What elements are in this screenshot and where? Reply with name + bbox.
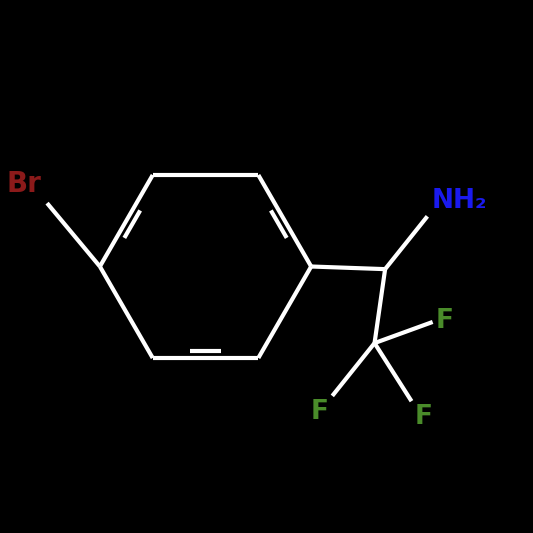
Text: F: F xyxy=(311,399,329,425)
Text: F: F xyxy=(436,308,454,334)
Text: Br: Br xyxy=(7,170,42,198)
Text: F: F xyxy=(415,404,433,430)
Text: NH₂: NH₂ xyxy=(432,188,487,214)
